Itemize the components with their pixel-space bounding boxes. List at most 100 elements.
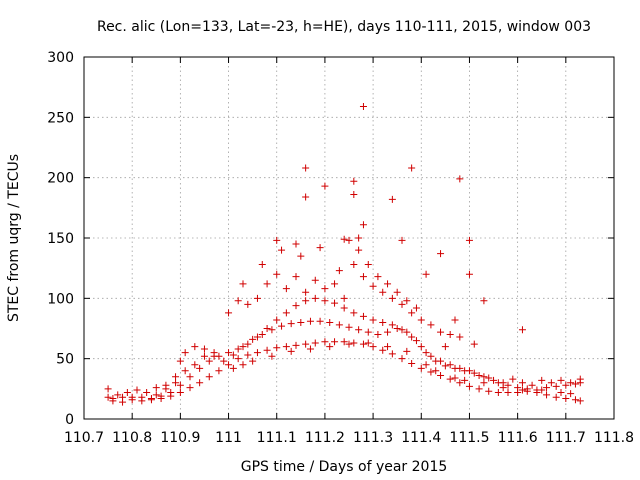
data-point	[335, 321, 343, 329]
data-point	[205, 373, 213, 381]
data-point	[244, 351, 252, 359]
data-point	[225, 349, 233, 357]
data-point	[340, 294, 348, 302]
data-point	[504, 388, 512, 396]
x-tick-label: 110.7	[64, 430, 104, 446]
data-point	[292, 240, 300, 248]
data-point	[152, 384, 160, 392]
data-point	[379, 288, 387, 296]
data-point	[234, 297, 242, 305]
data-point	[292, 273, 300, 281]
data-point	[263, 325, 271, 332]
y-tick-label: 0	[65, 412, 74, 428]
data-point	[417, 364, 425, 372]
data-point	[253, 333, 261, 341]
data-point	[345, 340, 353, 348]
data-point	[306, 345, 314, 353]
data-point	[225, 309, 233, 317]
data-point	[297, 318, 305, 326]
data-point	[282, 285, 290, 293]
data-point	[152, 391, 160, 399]
data-point	[340, 235, 348, 243]
data-point	[441, 343, 449, 351]
data-point	[167, 388, 175, 396]
data-point	[104, 385, 112, 393]
data-point	[181, 367, 189, 375]
x-tick-label: 110.8	[112, 430, 152, 446]
data-point	[374, 273, 382, 281]
data-point	[571, 380, 579, 388]
data-point	[408, 164, 416, 172]
data-point	[244, 340, 252, 348]
data-point	[249, 335, 257, 343]
data-point	[172, 373, 180, 381]
data-point	[359, 102, 367, 110]
data-point	[393, 288, 401, 296]
x-tick-label: 111.3	[353, 430, 393, 446]
data-point	[475, 372, 483, 380]
data-point	[176, 388, 184, 396]
data-point	[273, 236, 281, 244]
data-point	[104, 393, 112, 401]
data-point	[143, 388, 151, 396]
data-point	[335, 267, 343, 275]
data-point	[567, 390, 575, 398]
data-point	[388, 294, 396, 302]
data-point	[451, 316, 459, 324]
y-tick-label: 200	[47, 171, 74, 187]
axis-ticks: 110.7 110.8 110.9 111 111.1 111.2 111.3 111.4 11…	[47, 50, 634, 446]
data-point	[205, 357, 213, 365]
data-point	[321, 285, 329, 293]
data-point	[465, 382, 473, 390]
data-point	[114, 391, 122, 399]
data-point	[340, 338, 348, 346]
data-point	[485, 387, 493, 395]
data-point	[176, 357, 184, 365]
data-point	[576, 375, 584, 383]
data-point	[422, 270, 430, 278]
data-point	[220, 357, 228, 365]
data-point	[403, 297, 411, 305]
data-point	[465, 270, 473, 278]
x-tick-label: 111	[215, 430, 242, 446]
data-point	[311, 276, 319, 284]
data-point	[200, 352, 208, 360]
data-point	[446, 361, 454, 369]
y-tick-label: 300	[47, 50, 74, 66]
x-tick-label: 111.6	[498, 430, 538, 446]
data-point	[345, 236, 353, 244]
data-point	[225, 361, 233, 369]
data-point	[133, 386, 141, 394]
data-point	[518, 379, 526, 387]
data-point	[282, 343, 290, 351]
data-point	[311, 339, 319, 347]
data-point	[388, 321, 396, 329]
data-point	[278, 322, 286, 330]
data-point	[128, 396, 136, 404]
data-point	[384, 280, 392, 288]
data-point	[292, 302, 300, 310]
data-point	[499, 384, 507, 392]
data-point	[234, 355, 242, 363]
data-point	[157, 392, 165, 400]
data-points	[104, 102, 584, 406]
data-point	[359, 273, 367, 281]
data-point	[287, 347, 295, 355]
data-point	[384, 328, 392, 336]
data-point	[229, 351, 237, 359]
data-point	[451, 374, 459, 382]
data-point	[412, 304, 420, 312]
data-point	[239, 280, 247, 288]
data-point	[446, 375, 454, 383]
data-point	[427, 352, 435, 360]
data-point	[538, 386, 546, 394]
data-point	[437, 357, 445, 365]
data-point	[302, 288, 310, 296]
data-point	[441, 362, 449, 370]
data-point	[567, 379, 575, 387]
data-point	[196, 364, 204, 372]
x-tick-label: 111.5	[449, 430, 489, 446]
data-point	[408, 359, 416, 367]
data-point	[552, 382, 560, 390]
